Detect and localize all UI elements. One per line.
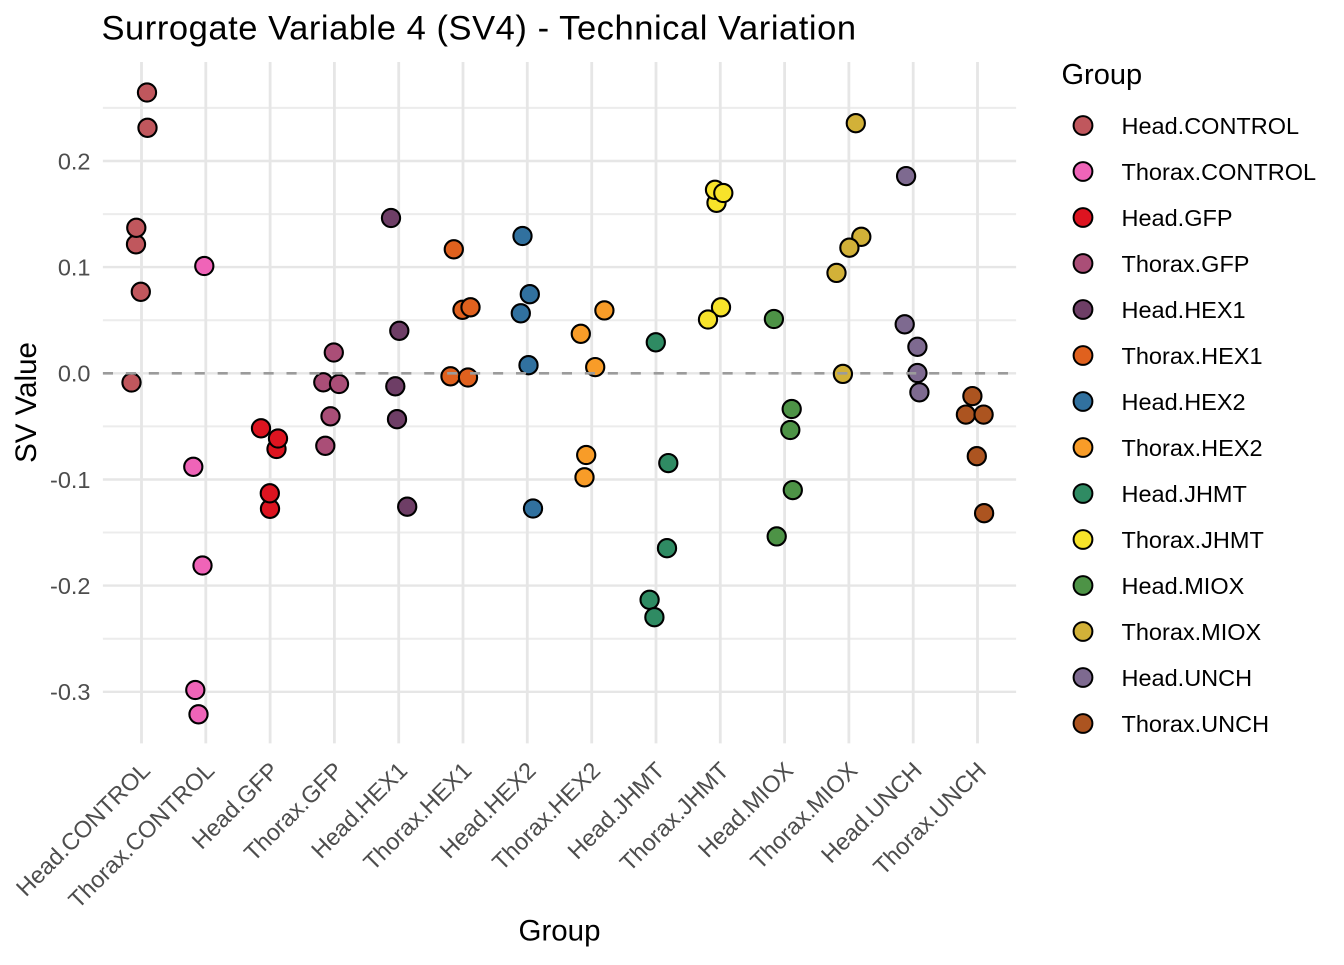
svg-text:Thorax.MIOX: Thorax.MIOX: [1122, 619, 1262, 645]
svg-text:Group: Group: [1062, 59, 1143, 91]
svg-text:0.0: 0.0: [58, 361, 91, 387]
svg-text:Head.UNCH: Head.UNCH: [1122, 665, 1253, 691]
svg-text:Thorax.JHMT: Thorax.JHMT: [1122, 527, 1264, 553]
svg-text:Head.JHMT: Head.JHMT: [1122, 481, 1247, 507]
svg-text:-0.3: -0.3: [50, 679, 91, 705]
svg-text:Thorax.HEX1: Thorax.HEX1: [1122, 343, 1263, 369]
svg-text:Head.HEX1: Head.HEX1: [1122, 297, 1246, 323]
svg-text:Group: Group: [519, 915, 601, 948]
svg-text:Thorax.CONTROL: Thorax.CONTROL: [1122, 159, 1317, 185]
svg-text:Head.CONTROL: Head.CONTROL: [1122, 113, 1300, 139]
svg-text:Head.HEX2: Head.HEX2: [1122, 389, 1246, 415]
svg-text:Head.GFP: Head.GFP: [1122, 205, 1233, 231]
svg-text:0.2: 0.2: [58, 148, 91, 174]
svg-text:-0.1: -0.1: [50, 467, 91, 493]
svg-text:Thorax.GFP: Thorax.GFP: [1122, 251, 1250, 277]
svg-text:Surrogate Variable 4 (SV4) - T: Surrogate Variable 4 (SV4) - Technical V…: [102, 10, 857, 48]
svg-text:Head.MIOX: Head.MIOX: [1122, 573, 1245, 599]
svg-text:0.1: 0.1: [58, 255, 91, 281]
svg-text:Thorax.UNCH: Thorax.UNCH: [1122, 711, 1270, 737]
svg-text:SV Value: SV Value: [10, 342, 43, 463]
svg-text:-0.2: -0.2: [50, 573, 91, 599]
svg-text:Thorax.HEX2: Thorax.HEX2: [1122, 435, 1263, 461]
